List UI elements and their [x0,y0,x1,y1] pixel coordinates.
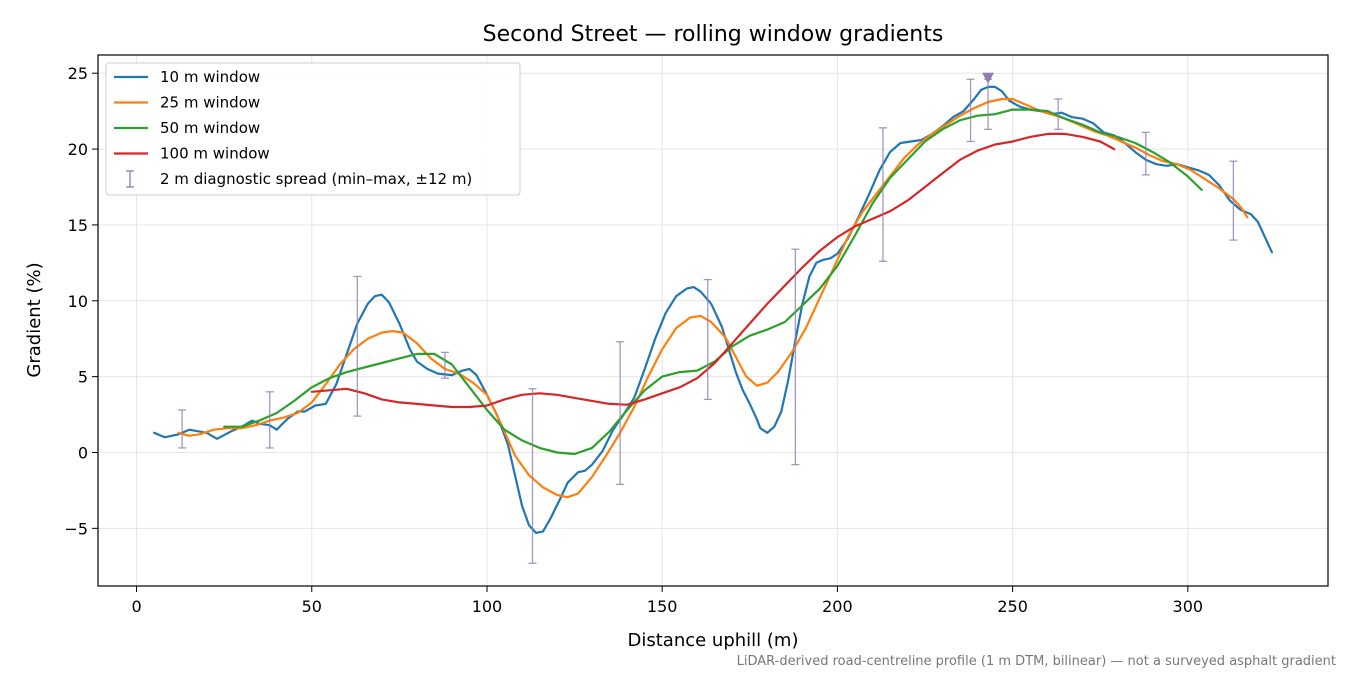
x-axis-ticks: 0 50 100 150 200 250 300 [131,586,1203,616]
y-tick-label: −5 [64,519,88,538]
y-axis-ticks: −5 0 5 10 15 20 25 [64,64,98,538]
plot-frame [97,54,1329,587]
x-tick-label: 0 [131,597,141,616]
error-bar [1141,131,1150,176]
legend-label: 25 m window [160,94,260,112]
legend-label: 2 m diagnostic spread (min–max, ±12 m) [160,170,472,188]
legend: 10 m window 25 m window 50 m window 100 m w… [105,62,521,196]
x-axis-label: Distance uphill (m) [628,630,799,651]
annotation-layer [982,72,995,84]
error-bar [1054,98,1063,130]
legend-label: 50 m window [160,119,260,137]
chart-title: Second Street — rolling window gradients [483,22,944,47]
error-bar [528,388,537,564]
y-tick-label: 15 [68,216,88,235]
error-bar [878,127,887,262]
legend-item: 10 m window [114,68,260,86]
peak-marker [982,72,995,84]
x-tick-label: 50 [302,597,322,616]
legend-item: 25 m window [114,94,260,112]
errorbar-layer [125,78,1238,564]
error-bar [1229,160,1238,241]
legend-item: 50 m window [114,119,260,137]
error-bar [966,78,975,143]
legend-item: 2 m diagnostic spread (min–max, ±12 m) [126,170,472,188]
error-bar [791,248,800,466]
legend-label: 10 m window [160,68,260,86]
legend-box [105,62,521,196]
error-bar [440,351,449,379]
error-bar [353,275,362,417]
y-tick-label: 0 [78,443,88,462]
y-tick-label: 25 [68,64,88,83]
x-tick-label: 200 [822,597,853,616]
error-bar [616,341,625,486]
x-tick-label: 250 [997,597,1028,616]
x-tick-label: 300 [1173,597,1204,616]
legend-label: 100 m window [160,145,270,163]
error-bar [703,278,712,401]
x-tick-label: 100 [472,597,503,616]
footnote: LiDAR-derived road-centreline profile (1… [737,654,1336,669]
series-line-4 [310,132,1116,409]
error-bar [265,391,274,449]
y-tick-label: 5 [78,368,88,387]
legend-item: 100 m window [114,145,270,163]
y-axis-label: Gradient (%) [24,262,45,377]
series-layer [153,85,1274,535]
error-bar [178,409,187,449]
y-tick-label: 20 [68,140,88,159]
x-tick-label: 150 [647,597,678,616]
y-tick-label: 10 [68,292,88,311]
